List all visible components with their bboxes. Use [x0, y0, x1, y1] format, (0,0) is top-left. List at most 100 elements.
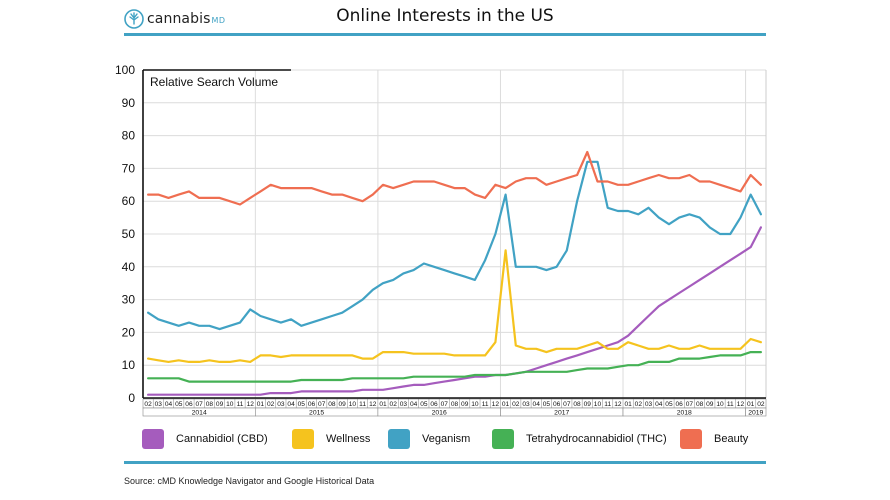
legend-label: Wellness — [326, 433, 371, 445]
legend-item-wellness: Wellness — [292, 426, 370, 452]
x-tick-label: 03 — [277, 401, 285, 408]
x-tick-label: 01 — [624, 401, 632, 408]
x-tick-label: 06 — [430, 401, 438, 408]
source-note: Source: cMD Knowledge Navigator and Goog… — [124, 476, 375, 486]
x-tick-label: 07 — [318, 401, 326, 408]
x-tick-label: 11 — [359, 401, 366, 408]
series-line-1 — [147, 226, 763, 396]
page-title: Online Interests in the US — [336, 6, 554, 26]
year-label: 2018 — [677, 410, 692, 417]
x-tick-label: 12 — [369, 401, 377, 408]
x-tick-label: 11 — [727, 401, 734, 408]
x-tick-label: 04 — [287, 401, 295, 408]
y-tick-label: 40 — [122, 260, 136, 274]
x-tick-label: 09 — [338, 401, 346, 408]
legend-swatch — [492, 429, 514, 449]
legend-item-cbd: Cannabidiol (CBD) — [142, 426, 268, 452]
x-tick-label: 01 — [747, 401, 755, 408]
x-tick-label: 07 — [686, 401, 694, 408]
legend-swatch — [680, 429, 702, 449]
y-tick-label: 20 — [122, 325, 136, 339]
x-tick-label: 12 — [247, 401, 255, 408]
x-tick-label: 11 — [482, 401, 489, 408]
x-tick-label: 06 — [185, 401, 193, 408]
x-tick-label: 09 — [461, 401, 469, 408]
x-tick-label: 06 — [676, 401, 684, 408]
logo-text: cannabisMD — [147, 11, 226, 27]
y-tick-label: 70 — [122, 161, 136, 175]
x-tick-label: 05 — [420, 401, 428, 408]
x-tick-label: 08 — [451, 401, 459, 408]
x-tick-label: 02 — [144, 401, 152, 408]
x-tick-label: 10 — [471, 401, 479, 408]
year-label: 2017 — [554, 410, 569, 417]
x-tick-label: 12 — [614, 401, 622, 408]
x-tick-label: 10 — [226, 401, 234, 408]
x-tick-label: 02 — [635, 401, 643, 408]
logo: cannabisMD — [124, 8, 226, 30]
y-tick-label: 80 — [122, 129, 136, 143]
year-label: 2015 — [309, 410, 324, 417]
x-tick-label: 03 — [155, 401, 163, 408]
y-axis-label: Relative Search Volume — [150, 75, 278, 89]
legend-label: Veganism — [422, 433, 471, 445]
series-line-4 — [147, 351, 763, 383]
legend-swatch — [388, 429, 410, 449]
x-tick-label: 10 — [349, 401, 357, 408]
x-tick-label: 06 — [308, 401, 316, 408]
x-tick-label: 03 — [645, 401, 653, 408]
series-line-5 — [147, 150, 763, 206]
x-tick-label: 12 — [737, 401, 745, 408]
chart-legend: Cannabidiol (CBD) Wellness Veganism Tetr… — [140, 426, 780, 454]
legend-item-beauty: Beauty — [680, 426, 748, 452]
x-tick-label: 08 — [696, 401, 704, 408]
x-tick-label: 04 — [655, 401, 663, 408]
y-tick-label: 10 — [122, 358, 136, 372]
bottom-divider — [124, 461, 766, 464]
legend-label: Beauty — [714, 433, 749, 445]
x-tick-label: 08 — [573, 401, 581, 408]
x-tick-label: 04 — [165, 401, 173, 408]
x-tick-label: 10 — [594, 401, 602, 408]
series-line-2 — [147, 249, 763, 363]
x-tick-label: 11 — [237, 401, 244, 408]
x-tick-label: 03 — [400, 401, 408, 408]
x-tick-label: 01 — [502, 401, 510, 408]
x-tick-label: 02 — [512, 401, 520, 408]
x-tick-label: 12 — [492, 401, 500, 408]
x-tick-label: 05 — [175, 401, 183, 408]
y-tick-label: 30 — [122, 293, 136, 307]
x-tick-label: 08 — [328, 401, 336, 408]
y-tick-label: 100 — [115, 63, 135, 77]
x-tick-label: 07 — [196, 401, 204, 408]
y-tick-label: 90 — [122, 96, 136, 110]
x-tick-label: 02 — [390, 401, 398, 408]
x-tick-label: 09 — [216, 401, 224, 408]
legend-swatch — [292, 429, 314, 449]
x-tick-label: 02 — [757, 401, 765, 408]
series-line-3 — [147, 160, 763, 331]
legend-label: Tetrahydrocannabidiol (THC) — [526, 433, 667, 445]
legend-label: Cannabidiol (CBD) — [176, 433, 268, 445]
year-label: 2019 — [748, 410, 763, 417]
x-tick-label: 01 — [379, 401, 387, 408]
x-tick-label: 08 — [206, 401, 214, 408]
x-tick-label: 05 — [543, 401, 551, 408]
x-tick-label: 04 — [533, 401, 541, 408]
x-tick-label: 10 — [716, 401, 724, 408]
x-tick-label: 02 — [267, 401, 275, 408]
x-tick-label: 05 — [665, 401, 673, 408]
year-label: 2016 — [432, 410, 447, 417]
legend-swatch — [142, 429, 164, 449]
x-tick-label: 09 — [706, 401, 714, 408]
y-tick-label: 0 — [128, 391, 135, 405]
x-tick-label: 09 — [584, 401, 592, 408]
year-label: 2014 — [192, 410, 207, 417]
y-tick-label: 50 — [122, 227, 136, 241]
year-cell — [745, 407, 767, 417]
x-tick-label: 11 — [604, 401, 611, 408]
x-tick-label: 06 — [553, 401, 561, 408]
x-tick-label: 07 — [441, 401, 449, 408]
top-divider — [124, 33, 766, 36]
